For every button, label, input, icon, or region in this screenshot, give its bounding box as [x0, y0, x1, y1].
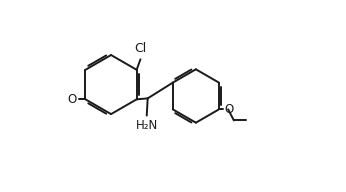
Text: O: O	[224, 103, 234, 116]
Text: O: O	[67, 93, 77, 106]
Text: Cl: Cl	[134, 42, 147, 55]
Text: H₂N: H₂N	[136, 119, 158, 132]
